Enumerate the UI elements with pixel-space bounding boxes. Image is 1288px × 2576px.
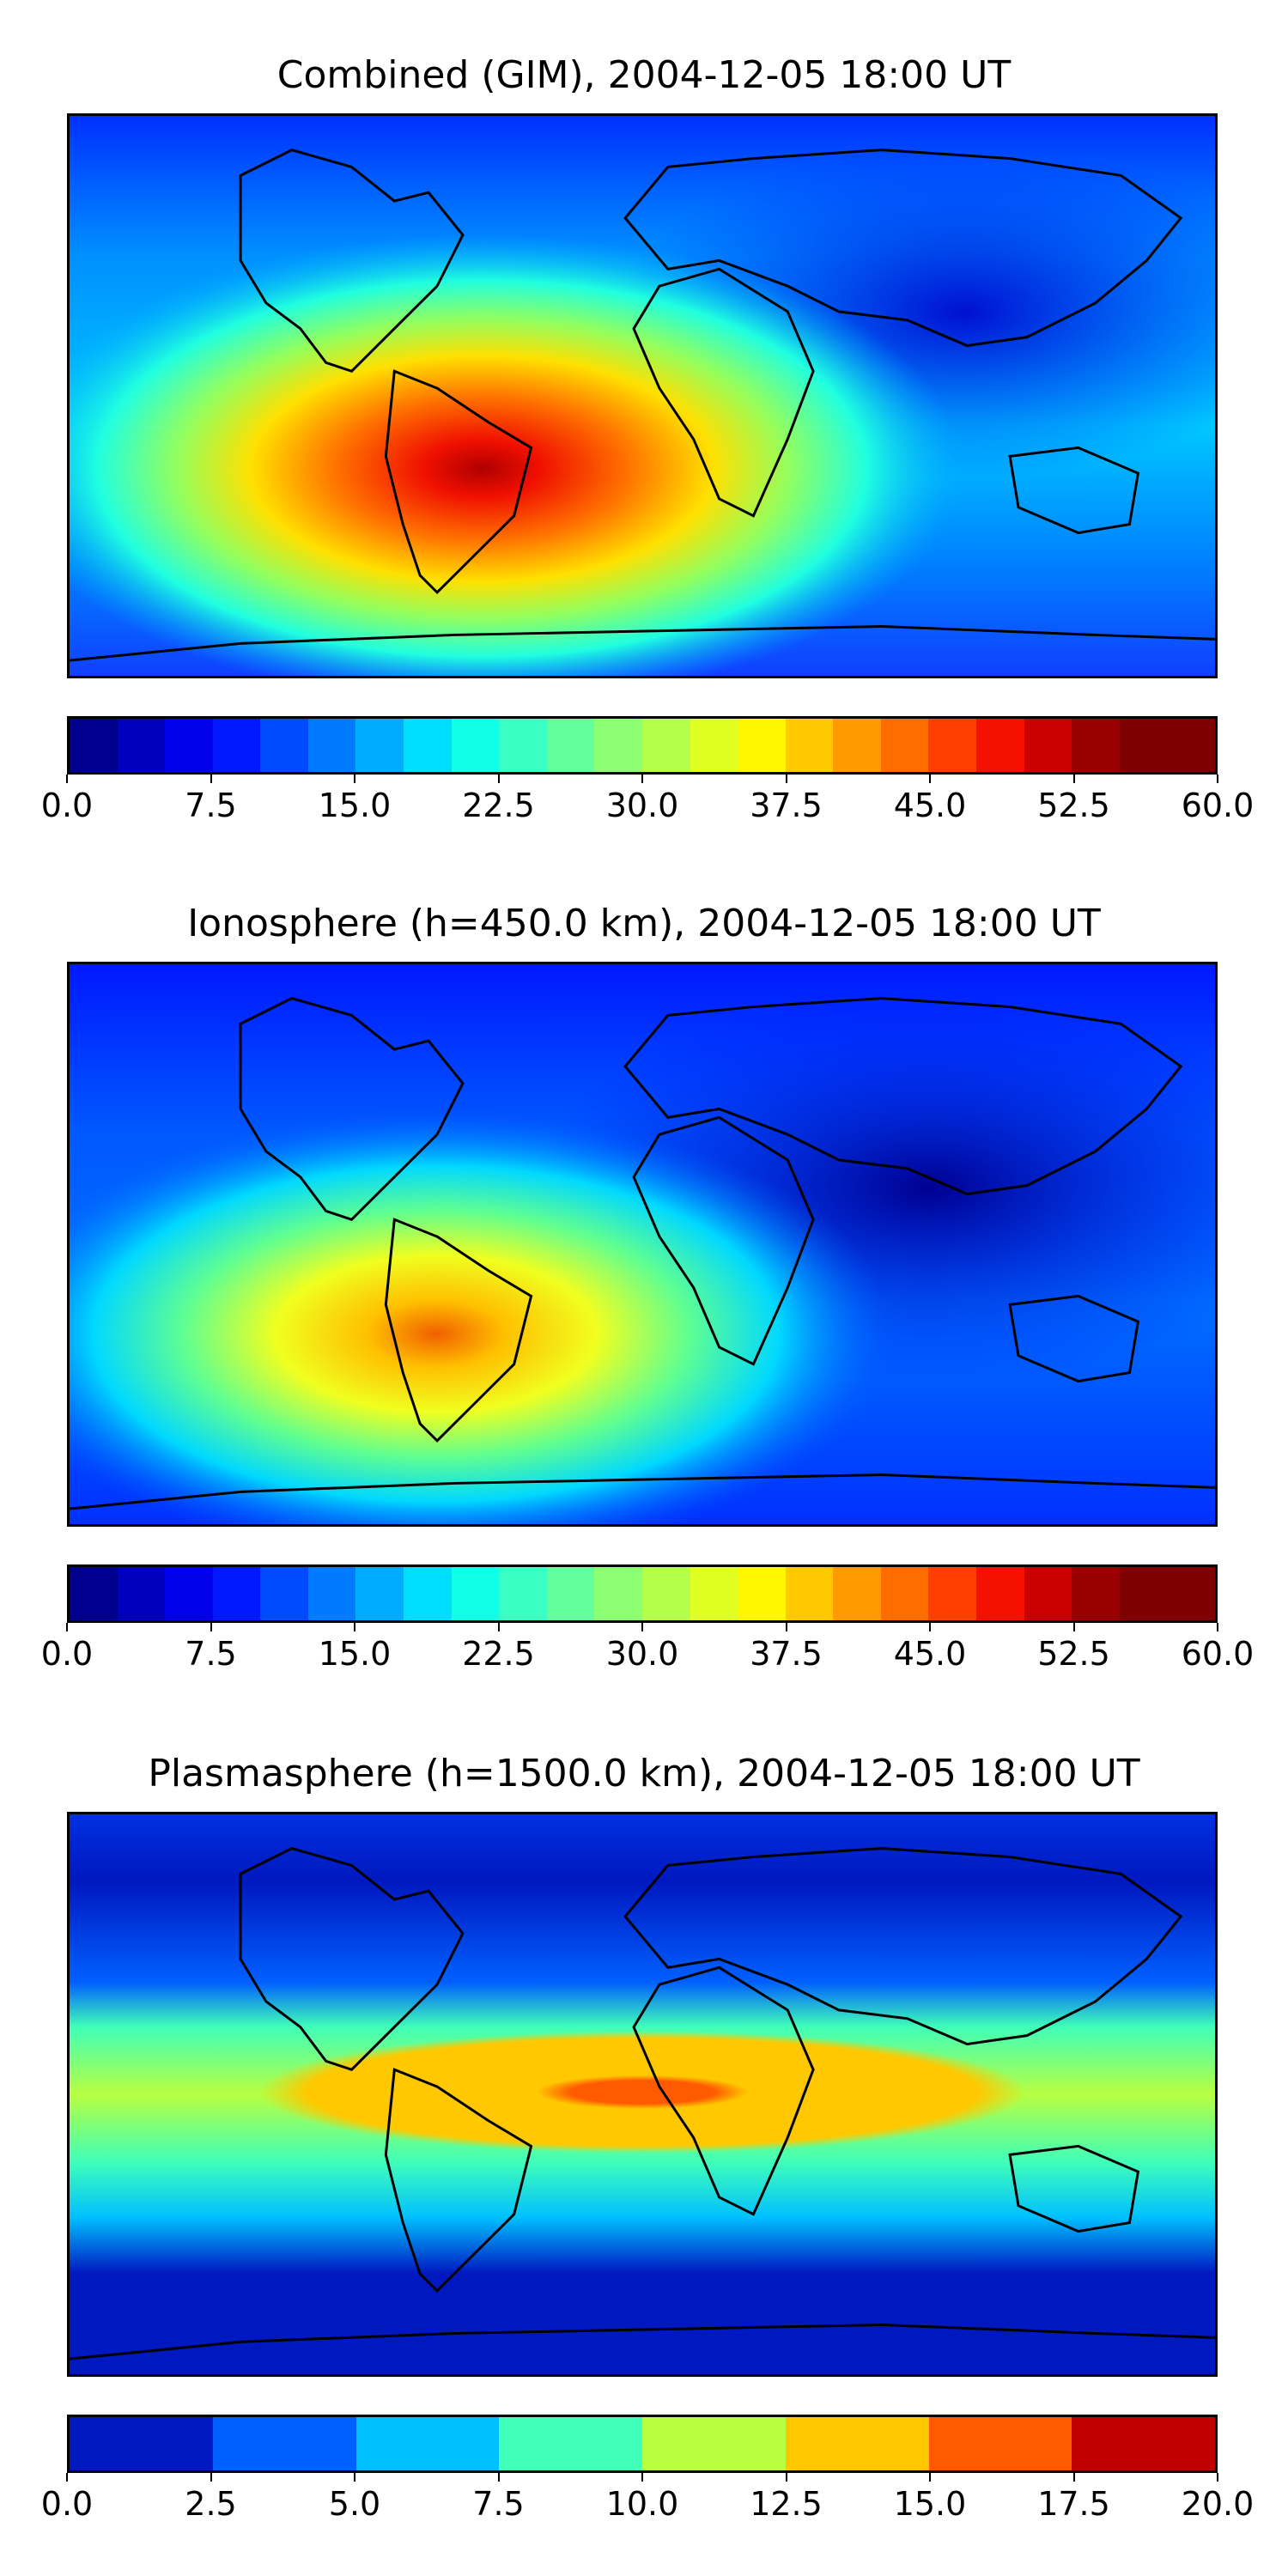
colorbar-tick bbox=[354, 2473, 355, 2482]
colorbar-tick-label: 0.0 bbox=[40, 787, 94, 824]
colorbar-tick bbox=[210, 1623, 212, 1631]
panel1-colorbar-ticks: 0.0 7.5 15.0 22.5 30.0 37.5 45.0 52.5 60.0 bbox=[41, 775, 1254, 826]
colorbar-tick bbox=[210, 2473, 212, 2482]
colorbar-tick-label: 30.0 bbox=[605, 787, 679, 824]
colorbar-tick-label: 60.0 bbox=[1181, 1635, 1255, 1673]
colorbar-tick-label: 52.5 bbox=[1037, 1635, 1110, 1673]
colorbar-tick bbox=[210, 775, 212, 783]
colorbar-tick-label: 2.5 bbox=[185, 2485, 237, 2523]
panel2-colorbar bbox=[67, 1564, 1218, 1623]
colorbar-tick bbox=[66, 775, 68, 783]
colorbar-tick-label: 7.5 bbox=[472, 2485, 525, 2523]
panel3-colorbar bbox=[67, 2415, 1218, 2473]
colorbar-tick bbox=[66, 1623, 68, 1631]
panel1-title: Combined (GIM), 2004-12-05 18:00 UT bbox=[276, 53, 1012, 97]
colorbar-tick bbox=[1072, 2473, 1075, 2482]
panel2-title: Ionosphere (h=450.0 km), 2004-12-05 18:0… bbox=[187, 902, 1101, 945]
colorbar-tick-label: 37.5 bbox=[750, 787, 823, 824]
colorbar-tick bbox=[641, 2473, 643, 2482]
colorbar-tick-label: 15.0 bbox=[318, 787, 392, 824]
colorbar-tick bbox=[66, 2473, 68, 2482]
colorbar-tick bbox=[641, 1623, 643, 1631]
colorbar-tick-label: 5.0 bbox=[328, 2485, 381, 2523]
colorbar-tick-label: 12.5 bbox=[750, 2485, 823, 2523]
colorbar-tick-label: 7.5 bbox=[185, 1635, 237, 1673]
colorbar-tick-label: 45.0 bbox=[893, 787, 967, 824]
colorbar-tick bbox=[354, 1623, 355, 1631]
colorbar-tick bbox=[354, 775, 355, 783]
colorbar-tick-label: 15.0 bbox=[318, 1635, 392, 1673]
colorbar-tick bbox=[641, 775, 643, 783]
colorbar-tick bbox=[1217, 775, 1218, 783]
colorbar-tick-label: 0.0 bbox=[40, 2485, 94, 2523]
panel1-map bbox=[67, 113, 1218, 678]
colorbar-tick-label: 22.5 bbox=[462, 787, 535, 824]
colorbar-tick bbox=[929, 1623, 931, 1631]
colorbar-tick-label: 52.5 bbox=[1037, 787, 1110, 824]
colorbar-tick-label: 45.0 bbox=[893, 1635, 967, 1673]
colorbar-tick bbox=[497, 775, 500, 783]
colorbar-tick-label: 37.5 bbox=[750, 1635, 823, 1673]
colorbar-tick bbox=[785, 1623, 787, 1631]
colorbar-tick bbox=[1072, 775, 1075, 783]
colorbar-tick-label: 10.0 bbox=[605, 2485, 679, 2523]
colorbar-tick bbox=[929, 2473, 931, 2482]
colorbar-tick-label: 22.5 bbox=[462, 1635, 535, 1673]
panel3-colorbar-ticks: 0.0 2.5 5.0 7.5 10.0 12.5 15.0 17.5 20.0 bbox=[41, 2473, 1254, 2524]
panel3-map bbox=[67, 1812, 1218, 2377]
colorbar-tick bbox=[929, 775, 931, 783]
colorbar-tick-label: 0.0 bbox=[40, 1635, 94, 1673]
colorbar-tick bbox=[785, 2473, 787, 2482]
colorbar-tick bbox=[497, 2473, 500, 2482]
colorbar-tick-label: 60.0 bbox=[1181, 787, 1255, 824]
panel1-colorbar bbox=[67, 716, 1218, 775]
colorbar-tick-label: 30.0 bbox=[605, 1635, 679, 1673]
colorbar-tick bbox=[785, 775, 787, 783]
colorbar-tick bbox=[1072, 1623, 1075, 1631]
colorbar-tick-label: 17.5 bbox=[1037, 2485, 1110, 2523]
colorbar-tick bbox=[1217, 2473, 1218, 2482]
colorbar-tick bbox=[1217, 1623, 1218, 1631]
colorbar-tick bbox=[497, 1623, 500, 1631]
panel2-colorbar-ticks: 0.0 7.5 15.0 22.5 30.0 37.5 45.0 52.5 60.0 bbox=[41, 1623, 1254, 1674]
colorbar-tick-label: 15.0 bbox=[893, 2485, 967, 2523]
panel3-title: Plasmasphere (h=1500.0 km), 2004-12-05 1… bbox=[148, 1752, 1140, 1795]
colorbar-tick-label: 7.5 bbox=[185, 787, 237, 824]
panel2-map bbox=[67, 962, 1218, 1527]
colorbar-tick-label: 20.0 bbox=[1181, 2485, 1255, 2523]
